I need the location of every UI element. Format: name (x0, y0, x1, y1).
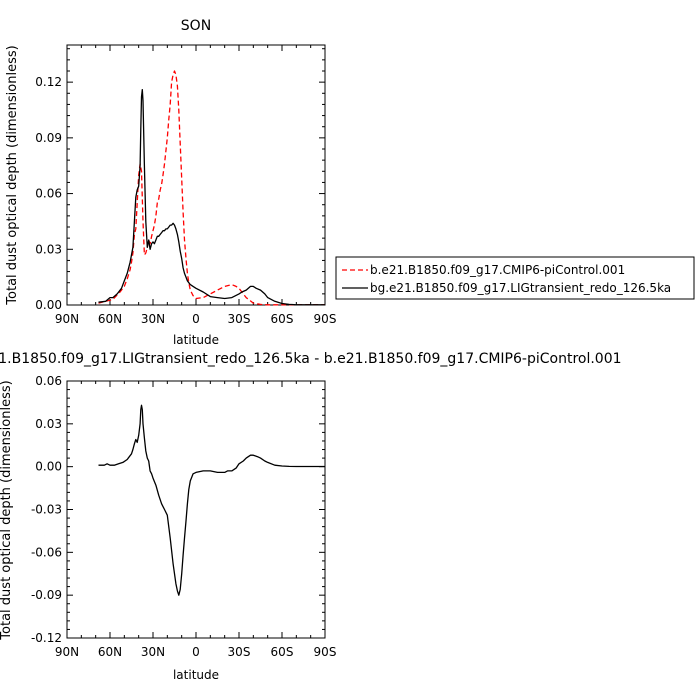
x-tick-label: 0 (192, 312, 200, 326)
series-line-1 (98, 88, 325, 306)
x-tick-label: 30N (141, 312, 165, 326)
plot-frame (66, 44, 326, 306)
difference-panel: bg.e21.B1850.f09_g17.LIGtransient_redo_1… (0, 351, 622, 682)
plot-frame (66, 380, 326, 639)
x-tick-label: 60N (98, 645, 122, 659)
y-tick-label: 0.00 (35, 460, 62, 474)
series-line-0 (98, 404, 325, 596)
svg-text:Total dust optical depth (dime: Total dust optical depth (dimensionless) (5, 45, 20, 305)
y-tick-label: -0.09 (31, 588, 62, 602)
x-tick-label: 90S (314, 312, 337, 326)
x-axis-label: latitude (173, 668, 219, 682)
legend-label-piControl: b.e21.B1850.f09_g17.CMIP6-piControl.001 (370, 263, 625, 277)
y-tick-label: 0.09 (35, 131, 62, 145)
y-tick-label: 0.06 (35, 374, 62, 388)
x-tick-label: 60N (98, 312, 122, 326)
x-tick-label: 30N (141, 645, 165, 659)
x-axis-label: latitude (173, 333, 219, 347)
y-tick-label: 0.06 (35, 187, 62, 201)
x-tick-label: 90N (55, 312, 79, 326)
legend-box (335, 256, 695, 300)
y-tick-label: 0.03 (35, 242, 62, 256)
y-tick-label: 0.03 (35, 417, 62, 431)
x-tick-label: 30S (228, 645, 251, 659)
y-tick-label: -0.06 (31, 545, 62, 559)
x-tick-label: 60S (271, 645, 294, 659)
y-tick-label: -0.12 (31, 631, 62, 645)
svg-text:Total dust optical depth (dime: Total dust optical depth (dimensionless) (0, 380, 14, 640)
y-axis-label: Total dust optical depth (dimensionless) (5, 45, 20, 305)
y-axis-label: Total dust optical depth (dimensionless) (0, 380, 14, 640)
legend: b.e21.B1850.f09_g17.CMIP6-piControl.001 … (335, 256, 695, 300)
chart-title: SON (181, 18, 211, 34)
y-tick-label: 0.12 (35, 75, 62, 89)
x-tick-label: 30S (228, 312, 251, 326)
chart-title: bg.e21.B1850.f09_g17.LIGtransient_redo_1… (0, 351, 622, 367)
y-tick-label: -0.03 (31, 503, 62, 517)
x-tick-label: 0 (192, 645, 200, 659)
y-tick-label: 0.00 (35, 298, 62, 312)
legend-label-LIGtransient: bg.e21.B1850.f09_g17.LIGtransient_redo_1… (370, 281, 671, 295)
x-tick-label: 90S (314, 645, 337, 659)
series-line-0 (98, 70, 325, 306)
son-panel: SON Total dust optical depth (dimensionl… (5, 18, 336, 347)
x-tick-label: 60S (271, 312, 294, 326)
x-tick-label: 90N (55, 645, 79, 659)
